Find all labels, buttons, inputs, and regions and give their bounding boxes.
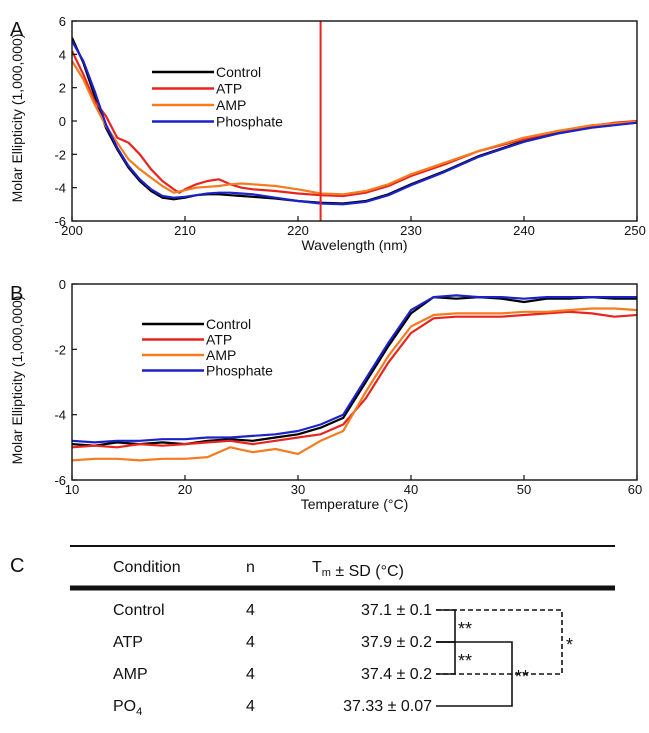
table-cell-tm: 37.1 ± 0.1 <box>361 602 432 619</box>
y-tick-label: 0 <box>59 114 66 129</box>
significance-stars: ** <box>515 667 529 687</box>
text-span: 4 <box>136 706 142 718</box>
table-header-cell: n <box>246 559 255 576</box>
x-tick-label: 240 <box>513 223 535 238</box>
y-axis-label: Molar Ellipticity (1,000,000) <box>9 296 25 465</box>
y-tick-label: 6 <box>59 14 66 29</box>
table-cell-tm: 37.33 ± 0.07 <box>343 698 432 715</box>
text-span: 4 <box>246 698 255 715</box>
table-cell-condition: PO4 <box>113 698 142 718</box>
series-group <box>72 37 637 206</box>
table-cell-tm: 37.4 ± 0.2 <box>361 666 432 683</box>
x-tick-label: 220 <box>287 223 309 238</box>
text-span: Condition <box>113 559 181 576</box>
panel-letter: C <box>10 555 24 577</box>
text-span: 37.4 ± 0.2 <box>361 666 432 683</box>
text-span: 4 <box>246 602 255 619</box>
text-span: ATP <box>113 634 143 651</box>
text-span: 37.9 ± 0.2 <box>361 634 432 651</box>
text-span: AMP <box>113 666 148 683</box>
y-tick-label: 0 <box>59 277 66 292</box>
x-tick-label: 40 <box>404 482 418 497</box>
y-axis-label: Molar Ellipticity (1,000,000) <box>9 34 25 203</box>
panel-B: B 10 20 30 40 50 60 0 -2 -4 -6 Temperature (°C) Mola… <box>9 277 642 512</box>
table-cell-n: 4 <box>246 634 255 651</box>
x-tick-label: 30 <box>291 482 305 497</box>
legend-label: AMP <box>216 97 246 113</box>
y-tick-label: 4 <box>59 47 66 62</box>
y-tick-label: -6 <box>54 214 66 229</box>
legend-label: Control <box>206 316 251 332</box>
table-cell-n: 4 <box>246 698 255 715</box>
panel-letter: B <box>10 283 23 305</box>
significance-bracket <box>436 609 563 675</box>
text-span: n <box>246 559 255 576</box>
significance-stars: ** <box>458 619 472 639</box>
y-tick-label: -4 <box>54 408 66 423</box>
text-span: PO <box>113 698 136 715</box>
x-axis-label: Wavelength (nm) <box>301 237 407 253</box>
x-tick-label: 210 <box>174 223 196 238</box>
significance-bracket <box>436 641 456 675</box>
text-span: 4 <box>246 634 255 651</box>
y-tick-label: 2 <box>59 81 66 96</box>
significance-stars: ** <box>458 651 472 671</box>
legend-label: Phosphate <box>206 363 273 379</box>
panel-letter: A <box>10 19 24 41</box>
y-tick-label: -4 <box>54 181 66 196</box>
panel-A: A 200 210 220 230 240 250 6 4 2 0 -2 -4 -6 Wavelength … <box>9 14 646 253</box>
legend-label: AMP <box>206 347 236 363</box>
series-line-amp <box>72 307 637 462</box>
significance-stars: * <box>566 635 573 655</box>
legend-label: ATP <box>216 81 242 97</box>
text-span: 37.33 ± 0.07 <box>343 698 432 715</box>
text-span: m <box>322 567 331 579</box>
legend-label: Phosphate <box>216 114 283 130</box>
table-header-cell: Tm ± SD (°C) <box>312 559 404 580</box>
table-cell-tm: 37.9 ± 0.2 <box>361 634 432 651</box>
y-tick-label: -2 <box>54 342 66 357</box>
series-group <box>72 294 637 462</box>
table-cell-condition: Control <box>113 602 165 619</box>
series-line-atp <box>72 310 637 449</box>
text-span: 37.1 ± 0.1 <box>361 602 432 619</box>
x-tick-label: 20 <box>178 482 192 497</box>
x-axis-label: Temperature (°C) <box>301 496 409 512</box>
series-line-amp <box>72 60 637 196</box>
table-cell-n: 4 <box>246 666 255 683</box>
text-span: 4 <box>246 666 255 683</box>
x-tick-label: 250 <box>624 223 646 238</box>
significance-bracket <box>436 609 456 643</box>
table-cell-condition: ATP <box>113 634 143 651</box>
text-span: Control <box>113 602 165 619</box>
x-tick-label: 60 <box>628 482 642 497</box>
x-tick-label: 50 <box>517 482 531 497</box>
table-header-cell: Condition <box>113 559 181 576</box>
series-line-phosphate <box>72 294 637 444</box>
x-tick-label: 230 <box>400 223 422 238</box>
y-tick-label: -2 <box>54 147 66 162</box>
y-tick-label: -6 <box>54 473 66 488</box>
series-line-phosphate <box>72 40 637 206</box>
x-tick-label: 10 <box>65 482 79 497</box>
x-tick-label: 200 <box>61 223 83 238</box>
series-line-control <box>72 296 637 447</box>
text-span: T <box>312 559 322 576</box>
legend-label: Control <box>216 64 261 80</box>
table-cell-condition: AMP <box>113 666 148 683</box>
text-span: ± SD (°C) <box>331 563 404 580</box>
panel-C: C Condition n Tm ± SD (°C) Control 4 37.1 ± 0.… <box>10 545 615 718</box>
table-cell-n: 4 <box>246 602 255 619</box>
plot-frame <box>71 283 638 481</box>
legend-label: ATP <box>206 332 232 348</box>
